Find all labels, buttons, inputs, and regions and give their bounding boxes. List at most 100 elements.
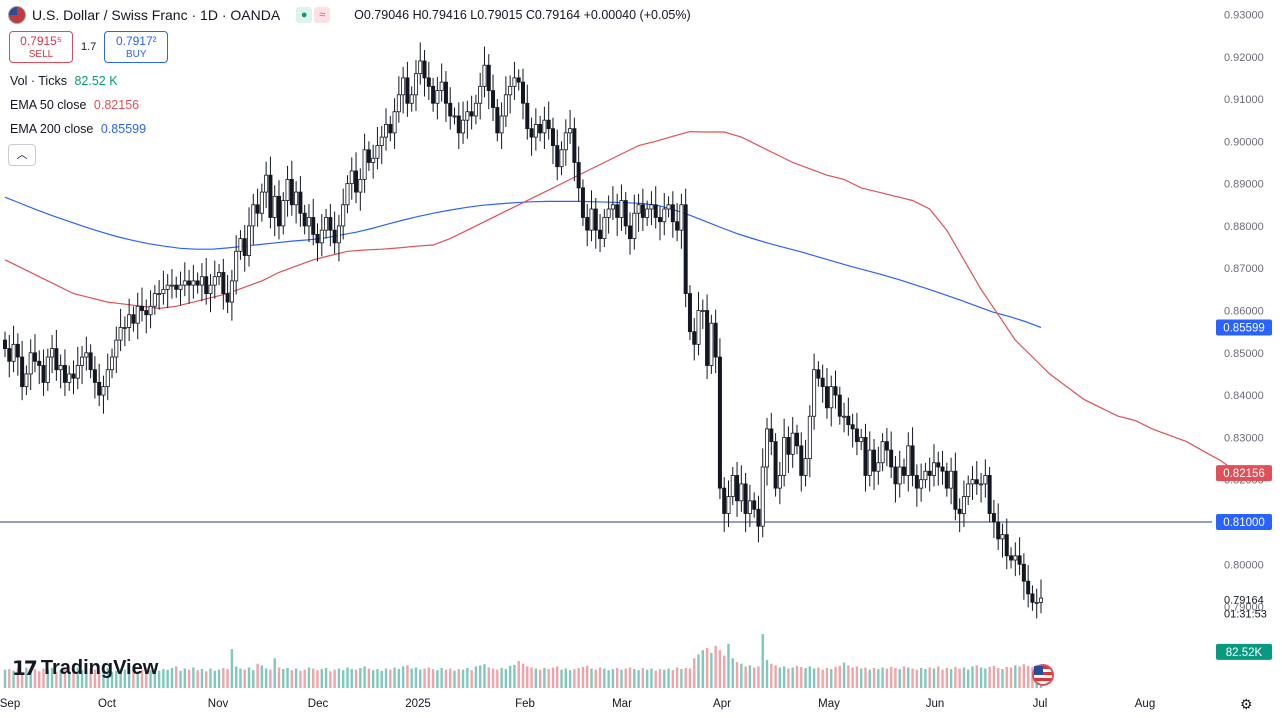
candle-body [700,310,705,312]
volume-indicator-legend[interactable]: Vol · Ticks 82.52 K [10,74,118,88]
volume-bar [187,669,191,688]
price-label-box [1216,643,1272,660]
volume-bar [971,666,974,688]
volume-bar [517,661,520,688]
volume-bar [1026,665,1030,688]
candle-body [880,441,885,464]
candle-body [555,145,560,168]
price-tick-label: 0.90000 [1224,136,1264,148]
data-status-icon[interactable]: ≈ [314,7,331,23]
tradingview-logo[interactable]: 𝟭𝟳 TradingView [12,656,158,681]
volume-bar [508,665,512,688]
volume-bar [830,669,833,688]
volume-bar [598,667,602,688]
candle-body [897,466,902,485]
volume-bar [581,666,585,688]
volume-bar [723,655,726,688]
volume-bar [932,668,936,688]
candle-body [62,365,67,383]
symbol-title[interactable]: U.S. Dollar / Swiss Franc · 1D · OANDA [32,7,281,23]
candle-body [349,170,354,185]
volume-bar [838,665,841,688]
volume-bar [222,668,225,688]
candle-body [983,475,988,485]
time-tick-label: Feb [515,698,535,710]
candle-body [623,200,628,227]
volume-bar [299,670,302,688]
market-open-dot-icon[interactable]: ● [296,7,313,23]
volume-bar [577,668,580,688]
candle-body [974,479,979,485]
candle-body [324,217,329,231]
volume-bar [949,669,953,688]
candle-body [598,229,603,240]
candle-body [379,136,384,146]
volume-bar [436,670,439,688]
us-flag-event-icon[interactable] [1032,664,1054,686]
buy-button[interactable]: 0.7917² BUY [104,31,169,63]
candle-body [80,356,85,366]
volume-bar [324,668,328,688]
candle-body [550,128,555,146]
candle-body [589,208,594,231]
volume-bar [162,669,165,688]
volume-bar [414,667,418,688]
volume-bar [384,668,388,688]
candle-body [448,102,453,117]
price-label-value: 82.52K [1226,647,1263,659]
candle-body [653,204,658,218]
volume-bar [252,670,255,688]
candle-body [538,124,543,134]
last-price-label: 0.79164 [1224,595,1264,607]
time-tick-label: Aug [1135,698,1155,710]
candle-body [726,496,731,514]
volume-bar [243,669,246,688]
ohlc-low: L0.79015 [470,8,523,22]
candle-body [465,111,470,121]
volume-bar [256,663,259,688]
candle-body [336,225,341,244]
volume-bar [316,670,319,688]
volume-bar [868,669,871,688]
volume-bar [80,670,84,688]
time-axis[interactable]: Sep Oct Nov Dec 2025 Feb Mar Apr May Jun Jul Aug [0,698,1155,710]
candle-body [431,85,436,104]
candle-body [332,229,337,244]
settings-gear-icon[interactable]: ⚙ [1240,696,1253,712]
volume-bar [851,667,854,688]
candle-body [533,124,538,138]
ohlc-high: H0.79416 [412,8,467,22]
volume-bar [329,671,332,688]
volume-bar [440,668,443,688]
price-axis[interactable]: 0.93000 0.92000 0.91000 0.90000 0.89000 0.880… [1216,9,1272,660]
ema50-label: EMA 50 close [10,98,87,112]
price-tick-label: 0.83000 [1224,432,1264,444]
candle-body [730,475,735,497]
volume-bar [461,669,465,688]
volume-bar [427,667,431,688]
volume-bar [303,669,306,688]
candle-body [957,508,962,514]
collapse-legend-button[interactable]: ︿ [8,144,36,166]
sell-button[interactable]: 0.7915⁵ SELL [9,31,73,63]
price-tick-label: 0.85000 [1224,348,1264,360]
ema50-legend[interactable]: EMA 50 close 0.82156 [10,98,139,112]
ema200-legend[interactable]: EMA 200 close 0.85599 [10,122,146,136]
volume-bar [680,669,683,688]
volume-bar [341,670,345,688]
volume-bar [102,669,105,688]
candle-body [217,272,222,278]
candle-body [182,280,187,286]
candle-body [996,521,1001,540]
volume-bar [419,669,422,688]
price-label-box [1216,319,1272,336]
volume-bar [260,665,264,688]
candle-body [354,170,359,193]
candle-body [713,322,718,358]
volume-bar [800,666,803,688]
volume-bar [590,668,593,688]
market-status-pills[interactable]: ● ≈ [296,7,331,23]
ema50-line [4,130,1239,474]
volume-bar [740,663,743,688]
